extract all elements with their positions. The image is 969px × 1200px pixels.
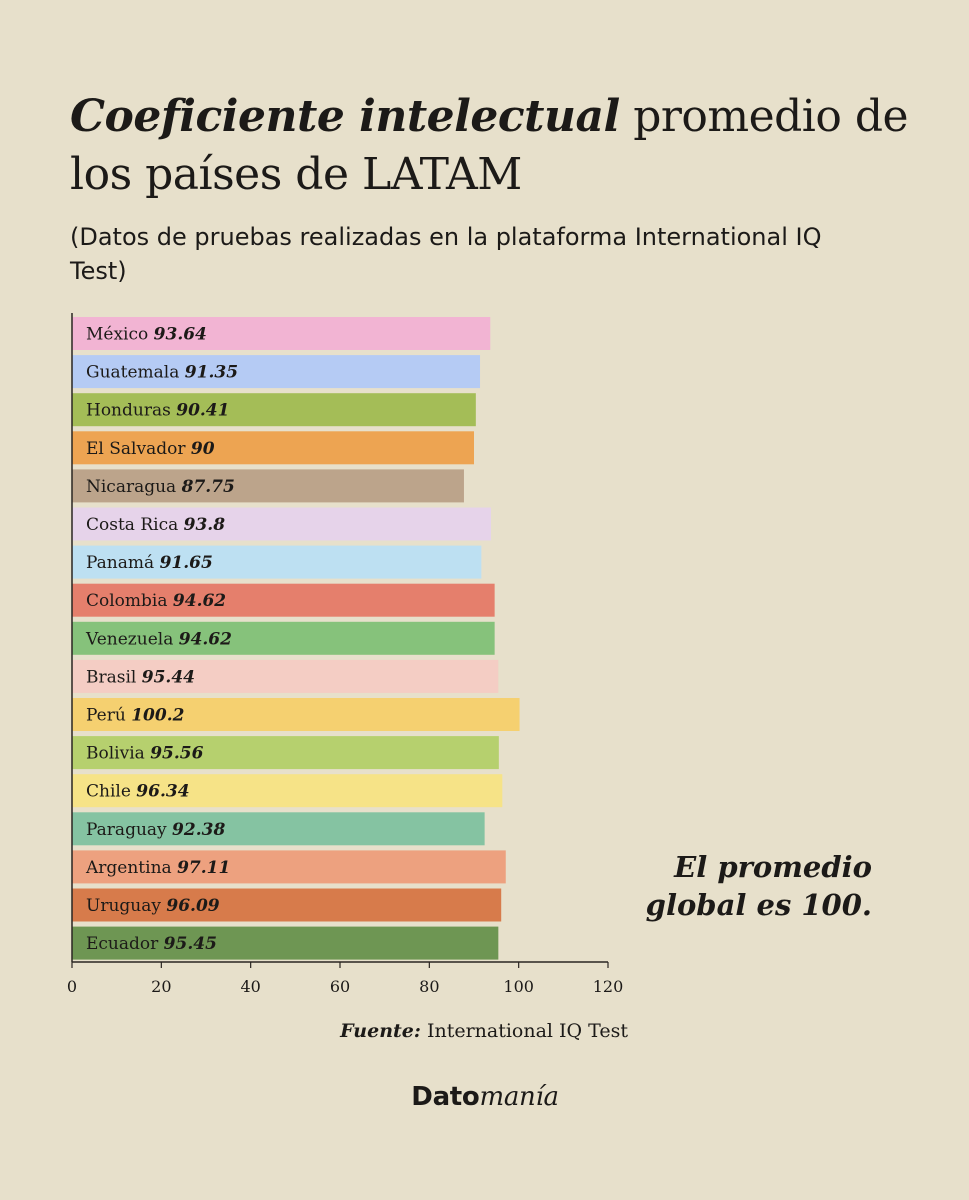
bar-value-label: 97.11 xyxy=(177,858,230,878)
bar xyxy=(72,926,499,960)
bar-value-label: 92.38 xyxy=(172,820,225,840)
bar xyxy=(72,774,503,808)
bar xyxy=(72,850,506,884)
bar-category-label: Honduras xyxy=(86,401,176,421)
bar xyxy=(72,736,499,770)
bar xyxy=(72,469,464,503)
bar-category-label: Perú xyxy=(86,706,131,726)
bar-label: Venezuela 94.62 xyxy=(85,629,232,649)
bar-category-label: Guatemala xyxy=(86,363,185,383)
bar xyxy=(72,698,520,731)
bar xyxy=(72,621,495,655)
bar-category-label: Venezuela xyxy=(85,629,179,649)
bar-value-label: 96.09 xyxy=(166,896,219,916)
bar-label: Colombia 94.62 xyxy=(86,591,226,611)
global-average-note: El promedio global es 100. xyxy=(645,850,872,922)
bar-value-label: 95.45 xyxy=(164,934,217,954)
bar-category-label: El Salvador xyxy=(86,439,191,459)
source-label: Fuente: xyxy=(340,1020,421,1042)
bar-label: Perú 100.2 xyxy=(86,706,185,726)
bar-label: Brasil 95.44 xyxy=(86,667,195,687)
bar-value-label: 91.65 xyxy=(160,553,213,573)
chart-subtitle: (Datos de pruebas realizadas en la plata… xyxy=(70,223,822,285)
bar xyxy=(72,812,485,846)
source-line: Fuente: International IQ Test xyxy=(270,1020,628,1042)
bar-value-label: 95.44 xyxy=(142,667,195,687)
bar-category-label: Colombia xyxy=(86,591,173,611)
bar xyxy=(72,659,499,693)
bar-label: Bolivia 95.56 xyxy=(86,744,204,764)
bar-category-label: Argentina xyxy=(85,858,177,878)
chart-title: Coeficiente intelectual promedio de los … xyxy=(70,88,930,204)
bar-value-label: 100.2 xyxy=(131,706,184,726)
bar-category-label: Costa Rica xyxy=(86,515,184,535)
x-tick-label: 0 xyxy=(67,977,77,996)
brand-logo: Datomanía xyxy=(290,1082,680,1112)
bar-category-label: Ecuador xyxy=(86,934,164,954)
bar-label: Panamá 91.65 xyxy=(86,553,213,573)
brand-part-2: manía xyxy=(479,1082,560,1112)
bar-value-label: 95.56 xyxy=(150,744,203,764)
bar-label: Guatemala 91.35 xyxy=(86,363,238,383)
bar-value-label: 96.34 xyxy=(136,782,189,802)
bar xyxy=(72,355,481,389)
bar xyxy=(72,545,482,579)
bar-value-label: 94.62 xyxy=(179,629,232,649)
bar-value-label: 93.8 xyxy=(184,515,226,535)
bar-category-label: Uruguay xyxy=(86,896,166,916)
x-tick-label: 20 xyxy=(151,977,171,996)
bar xyxy=(72,888,502,922)
bar xyxy=(72,393,476,427)
bar-label: El Salvador 90 xyxy=(86,439,215,459)
bar xyxy=(72,583,495,617)
bar-label: Nicaragua 87.75 xyxy=(86,477,235,497)
bar-label: México 93.64 xyxy=(86,325,207,345)
bar xyxy=(72,317,491,350)
x-tick-label: 100 xyxy=(503,977,534,996)
bar-category-label: Brasil xyxy=(86,667,142,687)
bar-value-label: 93.64 xyxy=(154,325,207,345)
bar-label: Paraguay 92.38 xyxy=(86,820,225,840)
bar-label: Chile 96.34 xyxy=(86,782,190,802)
bar-label: Argentina 97.11 xyxy=(85,858,230,878)
brand-part-1: Dato xyxy=(411,1082,480,1112)
bar-label: Honduras 90.41 xyxy=(86,401,229,421)
bar-value-label: 94.62 xyxy=(173,591,226,611)
bar-category-label: Paraguay xyxy=(86,820,172,840)
bar-category-label: Chile xyxy=(86,782,136,802)
bar-category-label: Nicaragua xyxy=(86,477,182,497)
bar-category-label: Bolivia xyxy=(86,744,150,764)
bar-label: Ecuador 95.45 xyxy=(86,934,217,954)
bar-label: Costa Rica 93.8 xyxy=(86,515,225,535)
bar-label: Uruguay 96.09 xyxy=(86,896,220,916)
bar xyxy=(72,507,491,541)
x-tick-label: 120 xyxy=(593,977,624,996)
bar-value-label: 91.35 xyxy=(185,363,238,383)
x-tick-label: 60 xyxy=(330,977,350,996)
bar-category-label: Panamá xyxy=(86,553,160,573)
bar-value-label: 90.41 xyxy=(176,401,229,421)
chart-title-rest: promedio de los países de LATAM xyxy=(70,91,909,200)
bar xyxy=(72,431,474,465)
bar-value-label: 87.75 xyxy=(181,477,235,497)
x-tick-label: 40 xyxy=(240,977,260,996)
chart-title-emphasis: Coeficiente intelectual xyxy=(70,91,620,142)
bar-value-label: 90 xyxy=(191,439,215,459)
source-text: International IQ Test xyxy=(420,1020,628,1042)
x-tick-label: 80 xyxy=(419,977,439,996)
bar-category-label: México xyxy=(86,325,154,345)
